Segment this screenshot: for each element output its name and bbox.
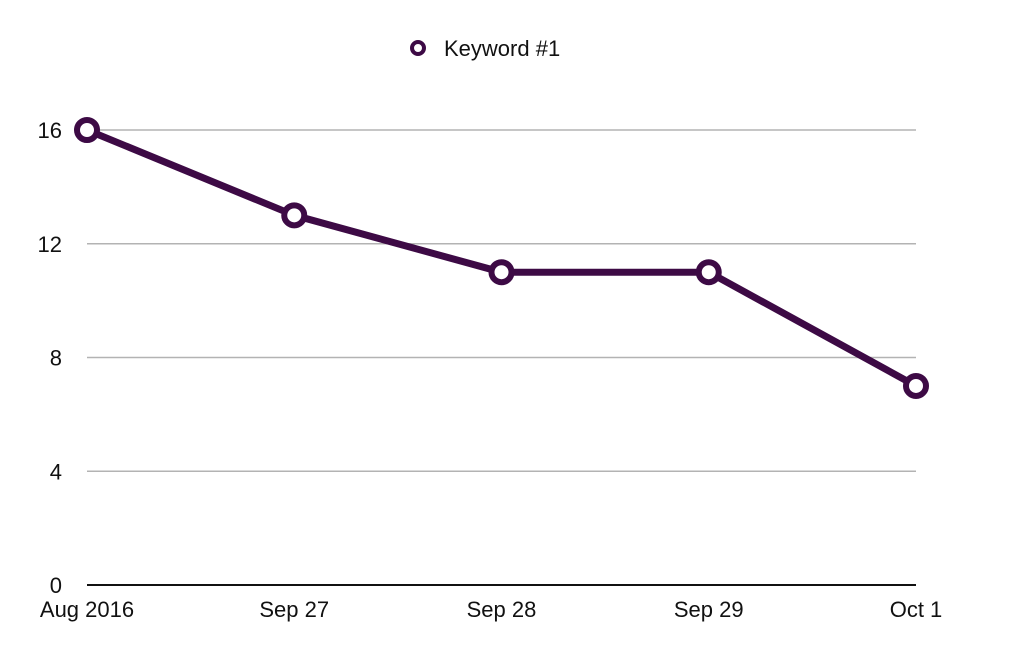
x-tick-label: Aug 2016 bbox=[40, 597, 134, 622]
x-tick-label: Sep 29 bbox=[674, 597, 744, 622]
data-point[interactable] bbox=[903, 372, 929, 399]
axes: 0 4 8 12 16 Aug 2016 Sep 27 Sep 28 Sep 29 Oct 1 bbox=[38, 118, 943, 622]
x-tick-label: Oct 1 bbox=[890, 597, 943, 622]
y-tick-label: 12 bbox=[38, 232, 62, 257]
y-tick-label: 8 bbox=[50, 346, 62, 371]
y-tick-label: 16 bbox=[38, 118, 62, 143]
y-tick-label: 0 bbox=[50, 573, 62, 598]
y-tick-label: 4 bbox=[50, 459, 62, 484]
x-tick-label: Sep 28 bbox=[467, 597, 537, 622]
gridlines bbox=[87, 129, 916, 472]
data-point[interactable] bbox=[74, 117, 100, 143]
series bbox=[74, 117, 929, 399]
x-tick-label: Sep 27 bbox=[259, 597, 329, 622]
legend: Keyword #1 bbox=[410, 36, 560, 61]
legend-label-keyword-1: Keyword #1 bbox=[444, 36, 560, 61]
legend-marker-keyword-1 bbox=[410, 40, 426, 56]
series-line-keyword-1 bbox=[83, 126, 920, 390]
data-point[interactable] bbox=[695, 259, 722, 286]
data-point[interactable] bbox=[488, 259, 515, 286]
data-point[interactable] bbox=[281, 202, 308, 229]
